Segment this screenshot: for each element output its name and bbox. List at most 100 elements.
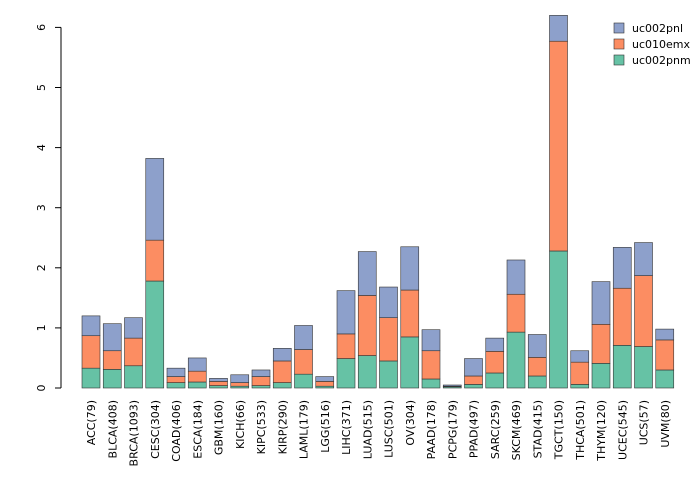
bar-uc010emx-3 xyxy=(145,239,165,282)
bar-uc002pnm-14 xyxy=(379,360,398,389)
bar-uc010emx-2 xyxy=(124,337,143,367)
legend-swatch-uc010emx xyxy=(613,38,625,50)
y-axis: 0 1 2 3 4 5 6 xyxy=(35,24,62,392)
bar-uc002pnm-2 xyxy=(124,365,143,389)
bar-uc010emx-25 xyxy=(612,287,632,346)
bar-uc002pnl-15 xyxy=(400,246,420,291)
bar-uc010emx-4 xyxy=(166,376,186,383)
bar-uc002pnl-17 xyxy=(442,384,462,387)
bar-uc002pnl-5 xyxy=(187,357,207,372)
bar-uc002pnl-4 xyxy=(166,367,186,377)
x-tick-label: LGG(516) xyxy=(319,400,332,453)
x-tick-label: BLCA(408) xyxy=(106,400,119,458)
bar-uc010emx-13 xyxy=(357,295,377,356)
x-tick-label: PPAD(497) xyxy=(468,400,481,458)
bar-uc010emx-5 xyxy=(187,370,207,383)
bar-uc002pnm-8 xyxy=(251,385,271,389)
x-tick-label: BRCA(1093) xyxy=(128,400,141,466)
legend-swatch-uc002pnm xyxy=(613,54,625,66)
bar-uc002pnm-21 xyxy=(527,375,547,389)
bar-uc010emx-22 xyxy=(549,40,568,252)
x-tick-label: SKCM(469) xyxy=(510,400,523,460)
bar-uc010emx-11 xyxy=(315,381,335,387)
x-tick-label: OV(304) xyxy=(404,400,417,446)
x-tick-label: KIPC(533) xyxy=(255,400,268,454)
x-tick-label: LAML(179) xyxy=(298,400,311,459)
x-tick-label: SARC(259) xyxy=(489,400,502,459)
x-tick-label: GBM(160) xyxy=(213,400,226,455)
x-tick-label: PCPG(179) xyxy=(446,400,459,459)
legend-label-uc010emx: uc010emx xyxy=(632,38,690,51)
bar-uc002pnm-5 xyxy=(187,381,207,389)
bar-uc002pnm-23 xyxy=(570,384,590,389)
bar-uc002pnl-1 xyxy=(102,323,122,352)
x-tick-label: COAD(406) xyxy=(170,400,183,462)
bar-uc002pnm-0 xyxy=(81,367,101,389)
bar-uc010emx-16 xyxy=(421,350,441,380)
legend-swatch-uc002pnl xyxy=(613,22,625,34)
bar-uc002pnl-20 xyxy=(506,259,526,295)
bar-uc010emx-9 xyxy=(272,360,292,383)
x-tick-label: UCS(57) xyxy=(638,400,651,445)
bar-uc010emx-0 xyxy=(81,335,101,369)
x-tick-label: UCEC(545) xyxy=(616,400,629,460)
bar-uc002pnm-18 xyxy=(464,384,483,389)
bar-uc010emx-19 xyxy=(485,351,505,374)
x-tick-label: PAAD(178) xyxy=(425,400,438,459)
bar-uc002pnm-12 xyxy=(336,358,356,389)
x-tick-label: STAD(415) xyxy=(531,400,544,458)
bar-uc002pnl-18 xyxy=(464,358,483,377)
x-tick-label: ACC(79) xyxy=(85,400,98,445)
y-tick-label: 2 xyxy=(35,264,48,271)
legend: uc002pnl uc010emx uc002pnm xyxy=(613,22,691,67)
x-tick-label: KIRP(290) xyxy=(276,400,289,454)
bar-uc002pnm-13 xyxy=(357,355,377,389)
bar-uc010emx-20 xyxy=(506,293,526,333)
legend-label-uc002pnm: uc002pnm xyxy=(632,54,691,67)
x-tick-label: LIHC(371) xyxy=(340,400,353,455)
bar-uc010emx-26 xyxy=(634,275,653,347)
bar-uc010emx-21 xyxy=(527,357,547,377)
x-tick-label: CESC(304) xyxy=(149,400,162,459)
bar-uc002pnl-14 xyxy=(379,286,398,318)
bar-uc002pnl-27 xyxy=(655,328,675,341)
x-tick-label: KICH(66) xyxy=(234,400,247,449)
bar-uc010emx-23 xyxy=(570,361,590,385)
bar-uc002pnl-25 xyxy=(612,247,632,289)
bar-uc002pnm-15 xyxy=(400,336,420,389)
bar-uc010emx-1 xyxy=(102,350,122,370)
bar-uc002pnl-0 xyxy=(81,315,101,337)
y-tick-label: 5 xyxy=(35,84,48,91)
bar-uc002pnm-4 xyxy=(166,382,186,389)
bar-uc002pnl-6 xyxy=(209,378,228,382)
bar-uc002pnl-23 xyxy=(570,350,590,363)
bar-uc002pnl-26 xyxy=(634,242,653,276)
bar-uc002pnm-24 xyxy=(591,363,611,389)
bar-uc010emx-18 xyxy=(464,375,483,385)
y-tick-label: 3 xyxy=(35,204,48,211)
x-tick-label: ESCA(184) xyxy=(191,400,204,459)
x-tick-label: THYM(120) xyxy=(595,400,608,462)
bar-uc002pnl-12 xyxy=(336,290,356,335)
x-axis-labels: ACC(79) BLCA(408) BRCA(1093) CESC(304) COAD(… xyxy=(85,400,672,466)
bar-uc010emx-27 xyxy=(655,339,675,371)
bar-uc002pnl-24 xyxy=(591,281,611,325)
bar-uc002pnl-3 xyxy=(145,158,165,241)
x-tick-label: UVM(80) xyxy=(659,400,672,448)
bars-group xyxy=(81,15,675,389)
bar-uc002pnl-9 xyxy=(272,348,292,362)
y-tick-label: 6 xyxy=(35,24,48,31)
bar-uc002pnl-7 xyxy=(230,374,250,383)
bar-uc002pnl-16 xyxy=(421,329,441,352)
bar-uc002pnm-26 xyxy=(634,346,653,389)
y-tick-label: 4 xyxy=(35,144,48,151)
bar-uc002pnl-13 xyxy=(357,251,377,296)
x-tick-label: LUAD(515) xyxy=(361,400,374,459)
y-tick-label: 1 xyxy=(35,324,48,331)
bar-uc002pnl-2 xyxy=(124,317,143,339)
bar-uc002pnm-3 xyxy=(145,280,165,389)
bar-uc002pnl-19 xyxy=(485,337,505,352)
x-tick-label: LUSC(501) xyxy=(383,400,396,458)
bar-uc002pnm-9 xyxy=(272,382,292,389)
